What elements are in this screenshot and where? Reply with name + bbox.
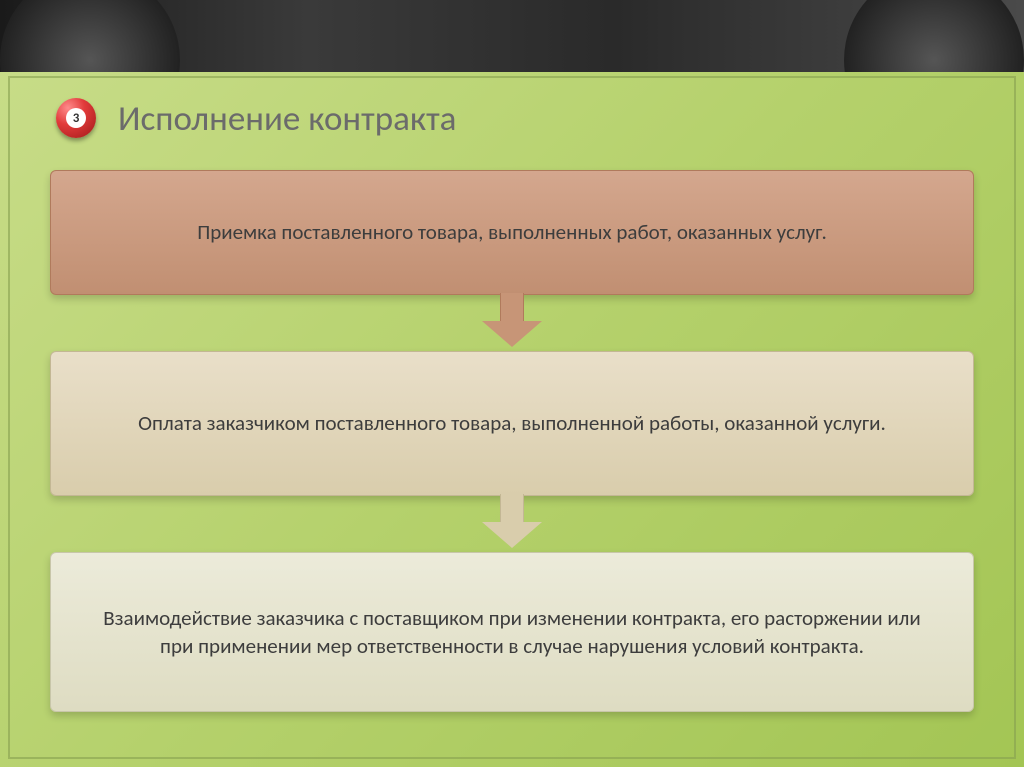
flow-box-text: Взаимодействие заказчика с поставщиком п… xyxy=(101,604,923,661)
arrow-down-icon xyxy=(50,494,974,554)
page-title: Исполнение контракта xyxy=(118,98,456,140)
flow-box-text: Оплата заказчиком поставленного товара, … xyxy=(101,409,923,437)
arrow-down-icon xyxy=(50,293,974,353)
slide: 3 Исполнение контракта Приемка поставлен… xyxy=(0,0,1024,767)
flow-box: Оплата заказчиком поставленного товара, … xyxy=(50,351,974,496)
red-ball-icon: 3 xyxy=(56,98,96,138)
flow-box: Приемка поставленного товара, выполненны… xyxy=(50,170,974,295)
flow-box-text: Приемка поставленного товара, выполненны… xyxy=(101,218,923,246)
bullet-number: 3 xyxy=(66,108,86,128)
header-decorative-strip xyxy=(0,0,1024,72)
flow-box: Взаимодействие заказчика с поставщиком п… xyxy=(50,552,974,712)
flow-diagram: Приемка поставленного товара, выполненны… xyxy=(50,170,974,712)
bullet-icon: 3 xyxy=(56,98,100,142)
